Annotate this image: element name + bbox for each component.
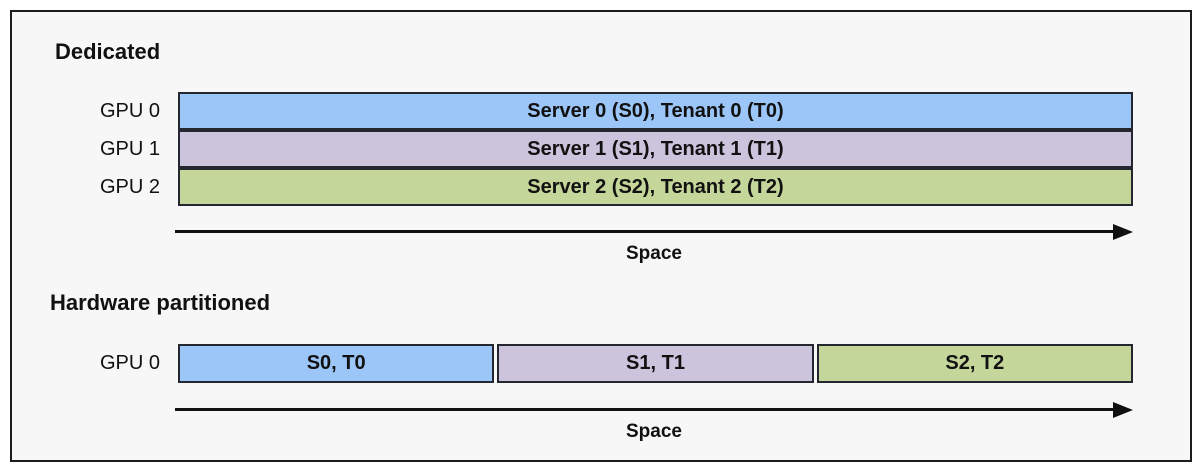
- allocation-bar-gpu0: Server 0 (S0), Tenant 0 (T0): [178, 92, 1133, 130]
- space-axis-label-top: Space: [626, 243, 682, 264]
- gpu-row-label-2: GPU 2: [99, 176, 160, 198]
- dedicated-section-title: Dedicated: [55, 39, 161, 64]
- gpu-row-label-partitioned: GPU 0: [99, 352, 160, 374]
- partitioned-gpu-bar: S0, T0 S1, T1 S2, T2: [178, 344, 1133, 383]
- space-axis-line-bottom: [175, 408, 1117, 411]
- gpu-row-label-0: GPU 0: [99, 100, 160, 122]
- figure-frame: [10, 10, 1192, 462]
- partition-segment-2: S2, T2: [816, 344, 1133, 383]
- partitioned-section-title: Hardware partitioned: [50, 290, 271, 315]
- partition-segment-1: S1, T1: [497, 344, 814, 383]
- gpu-row-label-1: GPU 1: [99, 138, 160, 160]
- space-axis-label-bottom: Space: [626, 421, 682, 442]
- allocation-bar-gpu1: Server 1 (S1), Tenant 1 (T1): [178, 130, 1133, 168]
- arrow-head-icon-bottom: [1113, 402, 1133, 418]
- space-axis-line-top: [175, 230, 1117, 233]
- partition-segment-0: S0, T0: [178, 344, 495, 383]
- allocation-bar-gpu2: Server 2 (S2), Tenant 2 (T2): [178, 168, 1133, 206]
- arrow-head-icon-top: [1113, 224, 1133, 240]
